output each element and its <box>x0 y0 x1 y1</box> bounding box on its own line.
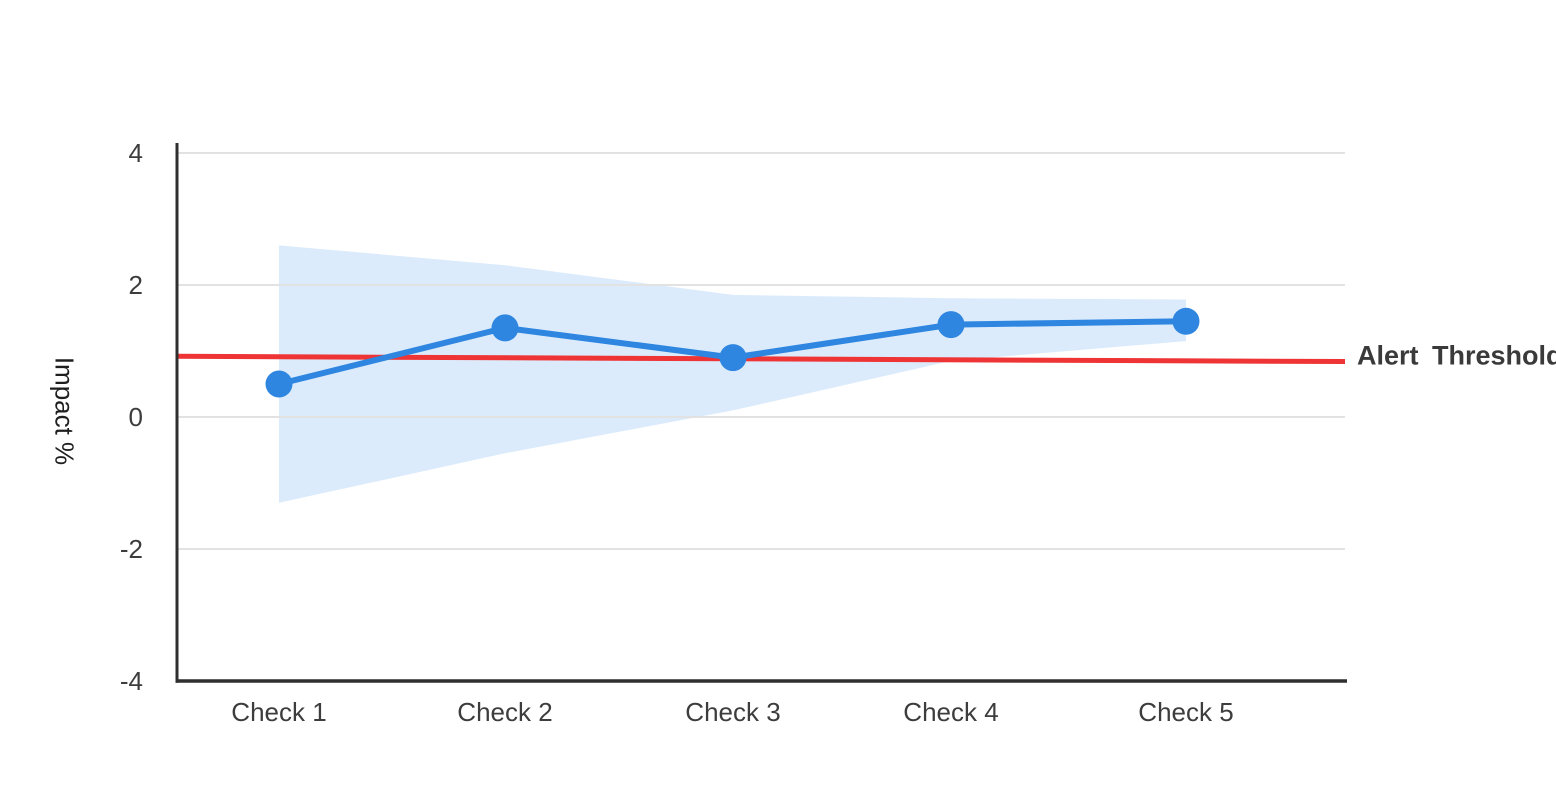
y-tick-label-2: 0 <box>129 402 143 432</box>
threshold-line <box>176 353 1346 365</box>
confidence-band <box>279 245 1186 503</box>
threshold-line-label: Alert Threshold <box>1357 340 1556 371</box>
data-point-4 <box>937 311 965 339</box>
y-tick-label-3: -2 <box>120 534 143 564</box>
x-tick-label-2: Check 2 <box>457 697 552 727</box>
data-point-3 <box>719 344 747 372</box>
y-axis-title: Impact % <box>49 356 80 466</box>
y-tick-label-1: 2 <box>129 270 143 300</box>
x-tick-label-1: Check 1 <box>231 697 326 727</box>
x-tick-label-4: Check 4 <box>903 697 998 727</box>
x-tick-label-5: Check 5 <box>1138 697 1233 727</box>
data-point-1 <box>265 370 293 398</box>
data-point-2 <box>491 314 519 342</box>
y-tick-label-0: 4 <box>129 138 143 168</box>
y-tick-label-4: -4 <box>120 666 143 696</box>
x-tick-label-3: Check 3 <box>685 697 780 727</box>
data-point-5 <box>1172 307 1200 335</box>
